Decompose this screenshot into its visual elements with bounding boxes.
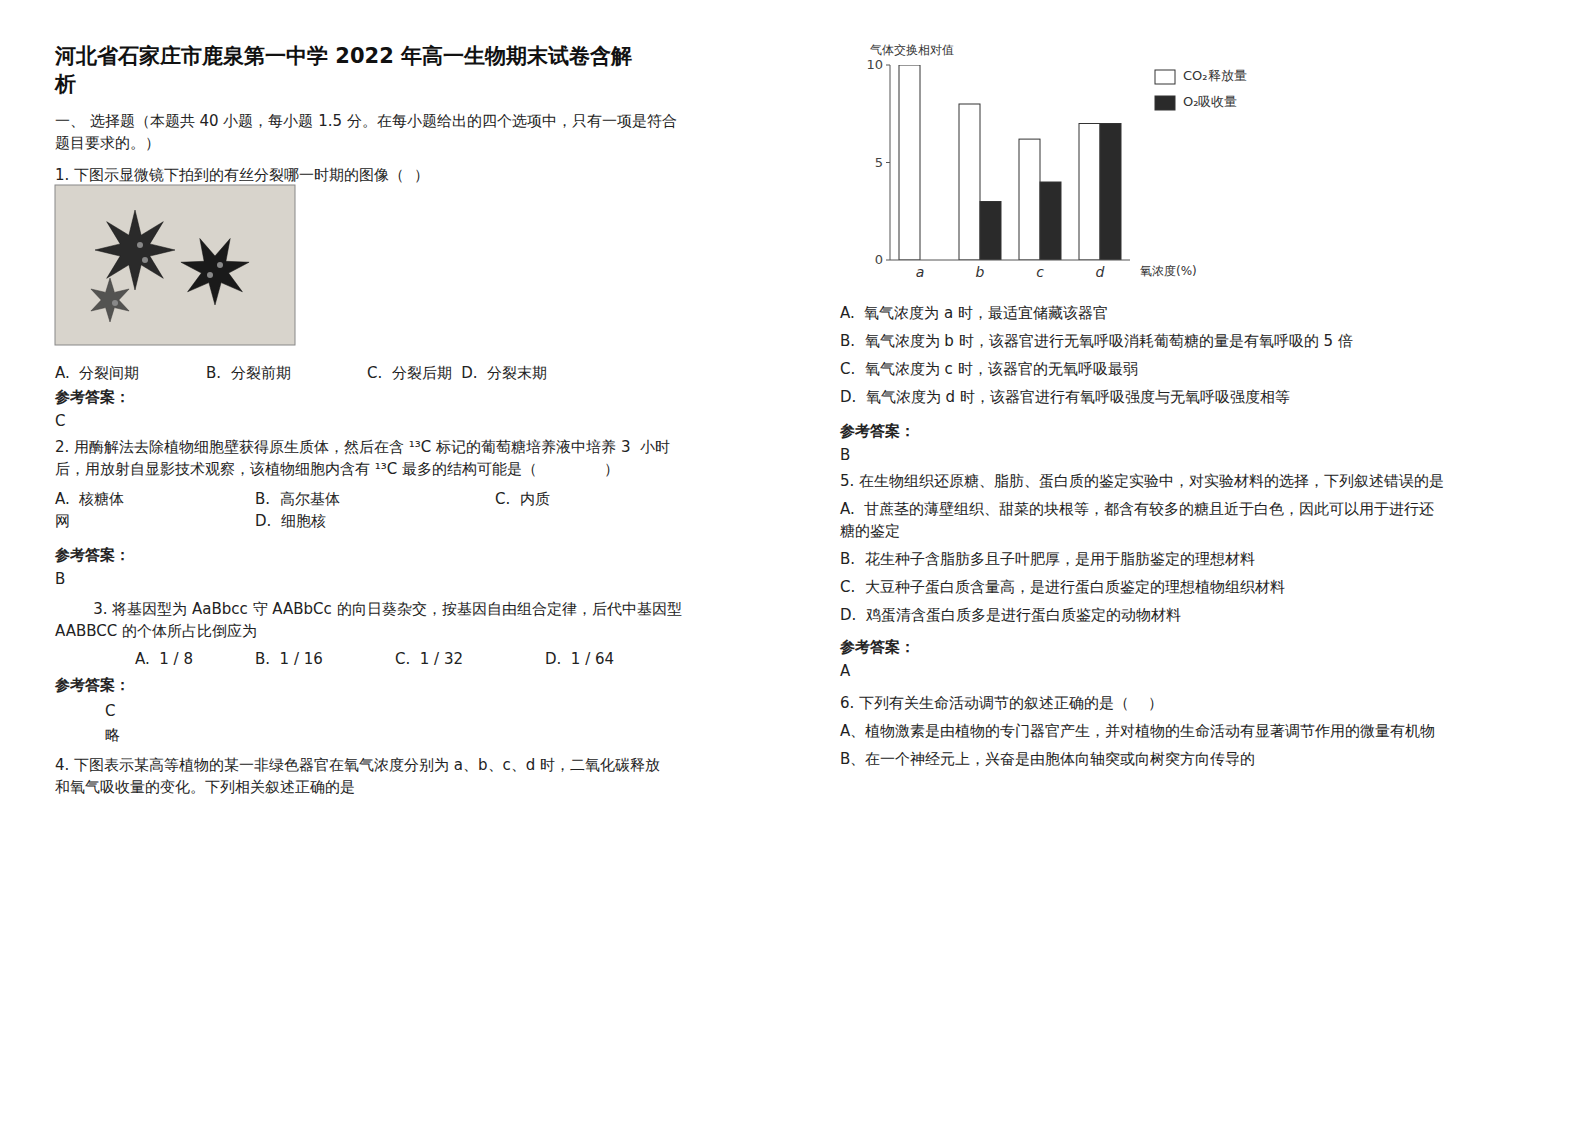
question-text: 一、 选择题（本题共 40 小题，每小题 1.5 分。在每小题给出的四个选项中，… [55,112,677,130]
question-text: D. 鸡蛋清含蛋白质多是进行蛋白质鉴定的动物材料 [840,606,1181,624]
question-text: 略 [105,726,120,744]
question-text: B. 高尔基体 [255,490,340,508]
answer-label: 参考答案： [54,676,130,694]
speckle [142,257,148,263]
legend-label: O₂吸收量 [1183,94,1237,109]
y-tick [886,65,890,66]
bars [899,65,1121,260]
question-text: 2. 用酶解法去除植物细胞壁获得原生质体，然后在含 ¹³C 标记的葡萄糖培养液中… [55,438,670,456]
cell-shape [95,210,175,290]
bar [899,65,920,260]
question-text: AABBCC 的个体所占比倒应为 [55,622,257,640]
question-text: A. 氧气浓度为 a 时，最适宜储藏该器官 [840,304,1108,322]
chart: 0 5 10 a b c d 气体交换相对值氧浓度(%) CO₂释放量 O₂吸收量 [866,43,1246,281]
background [0,0,1587,1122]
question-text: 糖的鉴定 [840,522,900,540]
question-text: B. 1 / 16 [255,650,323,668]
question-text: 后，用放射自显影技术观察，该植物细胞内含有 ¹³C 最多的结构可能是（ ） [55,460,619,478]
legend-label: CO₂释放量 [1183,68,1247,83]
question-text: 6. 下列有关生命活动调节的叙述正确的是（ ） [840,694,1163,712]
legend-swatch [1155,96,1175,110]
question-text: B. 氧气浓度为 b 时，该器官进行无氧呼吸消耗葡萄糖的量是有氧呼吸的 5 倍 [840,332,1353,350]
question-text: C. 1 / 32 [395,650,463,668]
question-text: D. 1 / 64 [545,650,614,668]
question-text: D. 细胞核 [255,512,326,530]
question-text: B [55,570,65,588]
legend-swatch [1155,70,1175,84]
question-text: A. 1 / 8 [135,650,193,668]
legend: CO₂释放量 O₂吸收量 [1155,68,1247,110]
micrograph [55,185,295,345]
question-text: C. 大豆种子蛋白质含量高，是进行蛋白质鉴定的理想植物组织材料 [840,578,1285,596]
y-tick [886,162,890,163]
y-tick-label: 0 [875,252,883,267]
question-text: A. 甘蔗茎的薄壁组织、甜菜的块根等，都含有较多的糖且近于白色，因此可以用于进行… [840,500,1434,518]
bar [1040,182,1061,260]
x-axis [890,260,1130,261]
bar [1079,124,1100,261]
answer-label: 参考答案： [54,388,130,406]
question-text: B. 花生种子含脂肪多且子叶肥厚，是用于脂肪鉴定的理想材料 [840,550,1255,568]
question-text: 网 [55,512,70,530]
speckle [207,272,213,278]
question-text: A、植物激素是由植物的专门器官产生，并对植物的生命活动有显著调节作用的微量有机物 [840,722,1435,740]
bar [1019,139,1040,260]
question-text: C. 内质 [495,490,550,508]
cell-shape [181,239,249,306]
question-text: C [105,702,115,720]
bar [980,202,1001,261]
question-text: 4. 下图表示某高等植物的某一非绿色器官在氧气浓度分别为 a、b、c、d 时，二… [55,756,660,774]
y-tick [886,260,890,261]
x-tick-label: b [976,264,985,280]
question-text: 5. 在生物组织还原糖、脂肪、蛋白质的鉴定实验中，对实验材料的选择，下列叙述错误… [840,472,1444,490]
micrograph-bg [55,185,295,345]
y-tick-label: 5 [875,155,883,170]
cell-shape [91,278,129,322]
speckle [217,262,223,268]
question-text: 3. 将基因型为 AaBbcc 守 AABbCc 的向日葵杂交，按基因自由组合定… [55,600,682,618]
x-tick-label: c [1036,264,1044,280]
x-axis-label: 氧浓度(%) [1140,264,1197,278]
answer-label: 参考答案： [839,422,915,440]
question-text: B [840,446,850,464]
y-axis-label: 气体交换相对值 [870,43,954,57]
question-text: A. 分裂间期 B. 分裂前期 C. 分裂后期 D. 分裂末期 [55,364,547,382]
y-tick-label: 10 [866,57,883,72]
answer-label: 参考答案： [54,546,130,564]
bar [959,104,980,260]
question-text: A [840,662,851,680]
question-text: D. 氧气浓度为 d 时，该器官进行有氧呼吸强度与无氧呼吸强度相等 [840,388,1290,406]
title: 析 [54,72,76,96]
question-text: 1. 下图示显微镜下拍到的有丝分裂哪一时期的图像（ ） [55,166,429,184]
bar [1100,124,1121,261]
x-tick-label: a [916,264,925,280]
question-text: A. 核糖体 [55,490,124,508]
question-text: B、在一个神经元上，兴奋是由胞体向轴突或向树突方向传导的 [840,750,1255,768]
question-text: 和氧气吸收量的变化。下列相关叙述正确的是 [55,778,355,796]
page: 河北省石家庄市鹿泉第一中学 2022 年高一生物期末试卷含解析一、 选择题（本题… [0,0,1587,1122]
speckle [137,242,143,248]
title: 河北省石家庄市鹿泉第一中学 2022 年高一生物期末试卷含解 [54,44,632,68]
question-text: C. 氧气浓度为 c 时，该器官的无氧呼吸最弱 [840,360,1138,378]
question-text: 题目要求的。） [55,134,160,152]
speckle [112,300,118,306]
x-tick-label: d [1096,264,1105,280]
answer-label: 参考答案： [839,638,915,656]
question-text: C [55,412,65,430]
